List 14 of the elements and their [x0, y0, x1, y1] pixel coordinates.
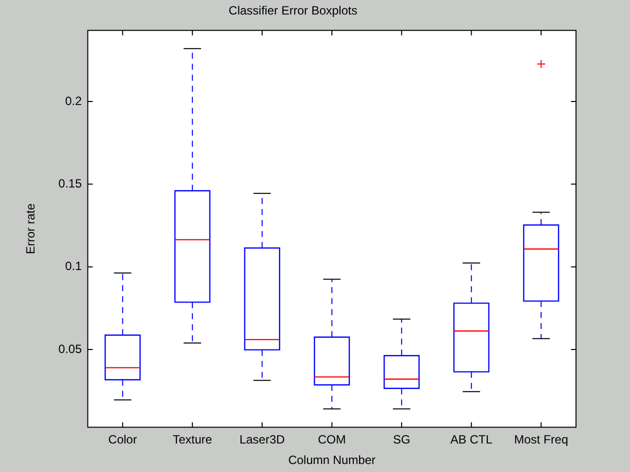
x-tick-label: Most Freq — [514, 432, 568, 447]
x-tick-label: COM — [318, 432, 346, 447]
y-tick-label: 0.1 — [65, 259, 82, 274]
x-tick-label: Texture — [172, 432, 212, 447]
x-tick-label: AB CTL — [450, 432, 493, 447]
y-axis-title: Error rate — [24, 203, 38, 254]
x-tick-label: SG — [392, 432, 410, 447]
chart-title: Classifier Error Boxplots — [228, 4, 358, 18]
y-tick-label: 0.05 — [58, 342, 82, 356]
y-tick-label: 0.2 — [65, 94, 82, 108]
y-tick-label: 0.15 — [58, 176, 82, 190]
x-tick-label: Laser3D — [239, 432, 286, 447]
x-tick-label: Color — [108, 432, 137, 447]
x-axis-title: Column Number — [288, 453, 376, 468]
